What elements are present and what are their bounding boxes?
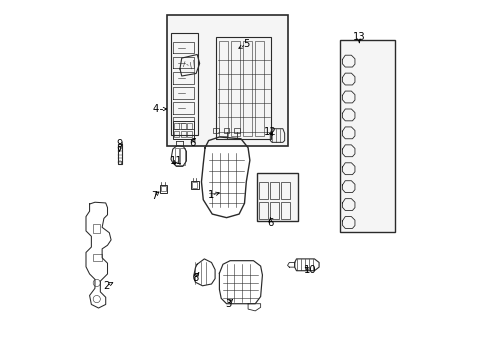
Text: 1: 1: [208, 190, 214, 200]
Bar: [269, 202, 279, 219]
Text: 10: 10: [303, 265, 315, 275]
Bar: [174, 148, 179, 165]
Text: 12: 12: [264, 127, 276, 137]
Bar: [180, 123, 185, 130]
Bar: [159, 185, 167, 193]
Text: 8: 8: [191, 273, 198, 283]
Text: 2: 2: [103, 281, 109, 291]
Text: 5: 5: [242, 40, 248, 49]
Bar: [190, 181, 198, 189]
Bar: [234, 128, 240, 134]
Text: 4: 4: [152, 104, 159, 114]
Bar: [180, 148, 184, 165]
Bar: [167, 15, 287, 146]
Text: 3: 3: [225, 299, 231, 309]
Bar: [339, 40, 394, 232]
Text: 13: 13: [352, 32, 365, 42]
Bar: [219, 41, 228, 136]
Bar: [187, 123, 192, 130]
Circle shape: [118, 143, 122, 147]
Bar: [118, 144, 122, 164]
Circle shape: [118, 161, 122, 165]
Bar: [180, 131, 185, 137]
Bar: [187, 131, 192, 137]
Bar: [215, 37, 271, 139]
Bar: [212, 128, 218, 134]
Bar: [172, 121, 194, 139]
Text: 7: 7: [151, 191, 157, 201]
Bar: [254, 41, 264, 136]
Text: 6: 6: [189, 139, 195, 148]
Bar: [160, 186, 165, 192]
Bar: [171, 33, 198, 135]
Bar: [93, 224, 100, 233]
Bar: [281, 182, 290, 199]
Bar: [269, 182, 279, 199]
Text: 11: 11: [170, 156, 183, 166]
Bar: [174, 131, 179, 137]
Bar: [258, 202, 267, 219]
Text: 9: 9: [116, 139, 122, 149]
Bar: [231, 41, 240, 136]
Bar: [257, 173, 298, 221]
Text: 6: 6: [266, 218, 273, 228]
Bar: [223, 128, 229, 134]
Bar: [191, 182, 197, 188]
Bar: [281, 202, 290, 219]
Bar: [174, 123, 179, 130]
Bar: [258, 182, 267, 199]
Bar: [93, 254, 102, 261]
Bar: [243, 41, 251, 136]
